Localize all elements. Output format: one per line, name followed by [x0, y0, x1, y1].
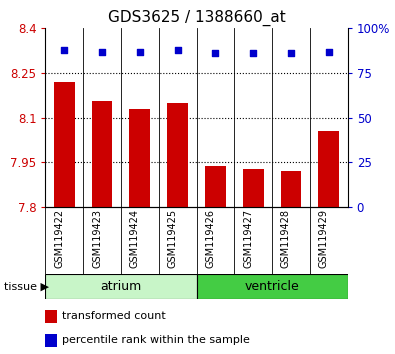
Point — [325, 49, 332, 55]
Point — [212, 51, 218, 56]
Text: GSM119425: GSM119425 — [167, 209, 178, 268]
Bar — [243, 169, 263, 207]
Bar — [167, 103, 188, 207]
Text: transformed count: transformed count — [62, 312, 166, 321]
Text: tissue ▶: tissue ▶ — [4, 282, 49, 292]
Text: atrium: atrium — [100, 280, 141, 293]
Text: GSM119429: GSM119429 — [319, 209, 329, 268]
Text: percentile rank within the sample: percentile rank within the sample — [62, 335, 250, 345]
Point — [288, 51, 294, 56]
Text: GSM119422: GSM119422 — [54, 209, 64, 268]
Point — [99, 49, 105, 55]
Point — [61, 47, 68, 53]
Point — [250, 51, 256, 56]
Bar — [45, 310, 57, 323]
Bar — [318, 131, 339, 207]
Bar — [197, 274, 348, 299]
Bar — [280, 171, 301, 207]
Text: GSM119426: GSM119426 — [205, 209, 215, 268]
Bar — [45, 274, 197, 299]
Bar — [45, 333, 57, 347]
Bar — [54, 82, 75, 207]
Bar — [92, 101, 113, 207]
Bar — [130, 109, 150, 207]
Text: ventricle: ventricle — [245, 280, 299, 293]
Text: GSM119427: GSM119427 — [243, 209, 253, 268]
Point — [175, 47, 181, 53]
Text: GSM119428: GSM119428 — [281, 209, 291, 268]
Title: GDS3625 / 1388660_at: GDS3625 / 1388660_at — [108, 9, 286, 25]
Bar — [205, 166, 226, 207]
Text: GSM119424: GSM119424 — [130, 209, 140, 268]
Point — [137, 49, 143, 55]
Text: GSM119423: GSM119423 — [92, 209, 102, 268]
